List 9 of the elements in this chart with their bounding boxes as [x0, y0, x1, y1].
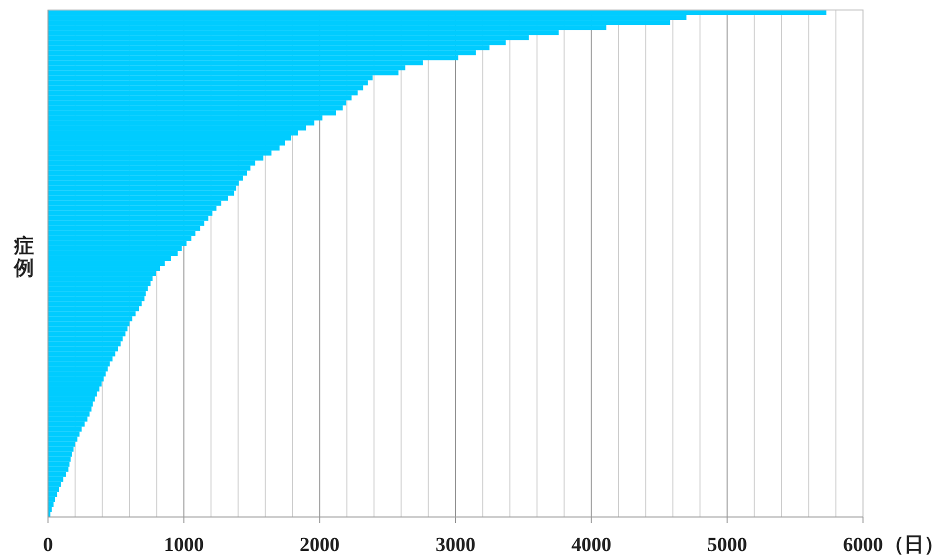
- x-tick-label: 2000: [300, 534, 340, 555]
- x-tick-label: 4000: [571, 534, 612, 555]
- x-tick-label: 5000: [707, 534, 748, 555]
- x-tick-label: 1000: [164, 534, 204, 555]
- x-tick-label: 3000: [436, 534, 476, 555]
- x-tick-label: 0: [43, 534, 53, 555]
- y-axis-title: 症例: [13, 234, 34, 280]
- x-tick-label: 6000: [843, 534, 883, 555]
- x-axis-title: （日）: [884, 534, 933, 555]
